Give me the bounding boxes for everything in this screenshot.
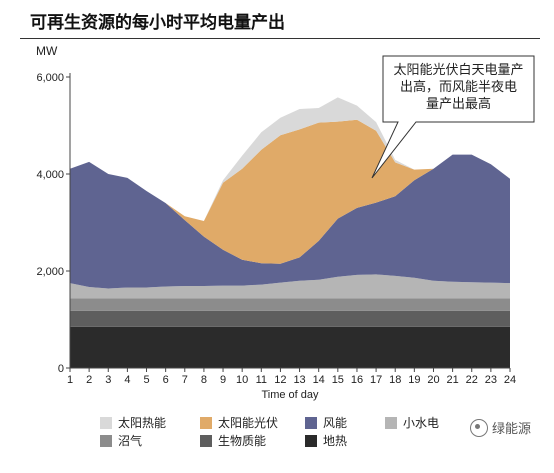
area-series-5 bbox=[70, 119, 510, 264]
x-tick-label: 20 bbox=[427, 374, 439, 386]
x-tick-label: 24 bbox=[504, 374, 516, 386]
y-tick-label: 2,000 bbox=[36, 266, 64, 278]
x-tick-label: 10 bbox=[236, 374, 248, 386]
legend-swatch bbox=[200, 434, 212, 447]
x-tick-label: 8 bbox=[201, 374, 207, 386]
legend-swatch bbox=[305, 434, 317, 447]
x-tick-label: 16 bbox=[351, 374, 363, 386]
x-tick-label: 23 bbox=[485, 374, 497, 386]
legend-item: 风能 bbox=[305, 414, 347, 431]
x-tick-label: 4 bbox=[124, 374, 130, 386]
annotation-text-line: 太阳能光伏白天电量产 bbox=[393, 62, 523, 78]
x-tick-label: 17 bbox=[370, 374, 382, 386]
annotation-callout-box bbox=[371, 55, 535, 179]
x-tick-label: 2 bbox=[86, 374, 92, 386]
x-tick-label: 5 bbox=[143, 374, 149, 386]
title-divider bbox=[20, 38, 540, 39]
legend-item: 地热 bbox=[305, 432, 347, 449]
y-axis-unit-label: MW bbox=[36, 44, 58, 58]
annotation-text-line: 量产出最高 bbox=[426, 96, 491, 112]
chart-title: 可再生资源的每小时平均电量产出 bbox=[30, 13, 285, 33]
legend-swatch bbox=[100, 416, 112, 429]
legend-label: 生物质能 bbox=[218, 434, 267, 448]
x-tick-label: 6 bbox=[163, 374, 169, 386]
watermark: 绿能源 bbox=[470, 418, 531, 437]
legend-swatch bbox=[200, 416, 212, 429]
legend-label: 风能 bbox=[323, 416, 348, 430]
legend-label: 地热 bbox=[323, 434, 348, 448]
x-tick-label: 12 bbox=[274, 374, 286, 386]
x-tick-label: 21 bbox=[446, 374, 458, 386]
y-tick-label: 6,000 bbox=[36, 72, 64, 84]
legend-item: 小水电 bbox=[385, 414, 439, 431]
legend-swatch bbox=[100, 434, 112, 447]
x-tick-label: 9 bbox=[220, 374, 226, 386]
area-series-3 bbox=[70, 274, 510, 299]
x-tick-label: 1 bbox=[67, 374, 73, 386]
x-tick-label: 3 bbox=[105, 374, 111, 386]
legend-label: 太阳能光伏 bbox=[218, 416, 279, 430]
y-tick-label: 4,000 bbox=[36, 169, 64, 181]
legend-item: 生物质能 bbox=[200, 432, 266, 449]
area-series-6 bbox=[70, 97, 510, 221]
x-tick-label: 19 bbox=[408, 374, 420, 386]
area-series-group bbox=[70, 97, 510, 368]
annotation-text-line: 出高，而风能半夜电 bbox=[400, 79, 517, 95]
area-series-2 bbox=[70, 298, 510, 311]
x-tick-label: 13 bbox=[293, 374, 305, 386]
y-tick-label: 0 bbox=[58, 363, 64, 375]
legend-item: 太阳热能 bbox=[100, 414, 166, 431]
watermark-text: 绿能源 bbox=[492, 422, 532, 437]
area-series-4 bbox=[70, 154, 510, 289]
x-tick-label: 22 bbox=[466, 374, 478, 386]
x-tick-label: 14 bbox=[313, 374, 325, 386]
legend-swatch bbox=[305, 416, 317, 429]
x-tick-label: 7 bbox=[182, 374, 188, 386]
legend-label: 小水电 bbox=[403, 416, 440, 430]
x-tick-label: 15 bbox=[332, 374, 344, 386]
x-tick-label: 18 bbox=[389, 374, 401, 386]
legend-item: 太阳能光伏 bbox=[200, 414, 278, 431]
legend-swatch bbox=[385, 416, 397, 429]
legend-label: 太阳热能 bbox=[118, 416, 167, 430]
x-axis-label: Time of day bbox=[261, 389, 319, 401]
legend-label: 沼气 bbox=[118, 434, 143, 448]
area-series-1 bbox=[70, 310, 510, 327]
area-series-0 bbox=[70, 326, 510, 368]
legend-item: 沼气 bbox=[100, 432, 142, 449]
x-tick-label: 11 bbox=[256, 374, 267, 386]
wechat-logo-icon bbox=[470, 418, 488, 437]
